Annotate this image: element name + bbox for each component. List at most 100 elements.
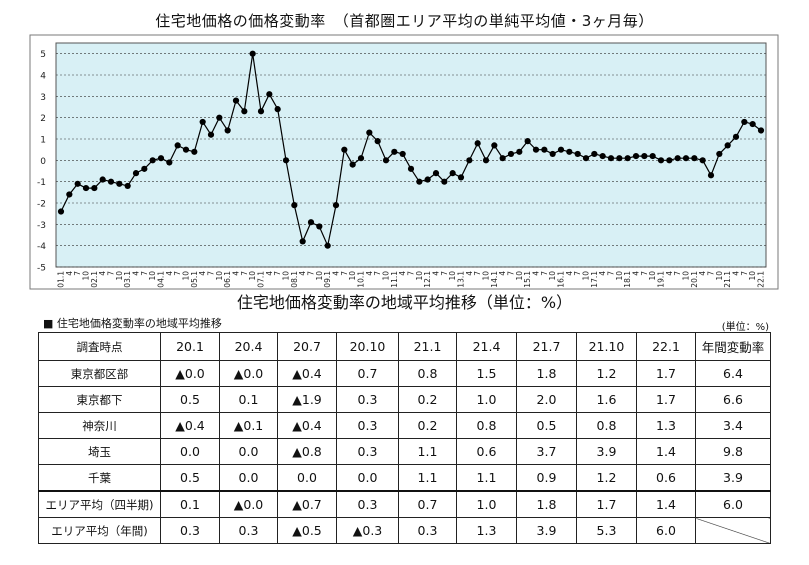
table-header-row: 調査時点 20.1 20.4 20.7 20.10 21.1 21.4 21.7 21.10 22… xyxy=(38,332,771,361)
data-point xyxy=(541,146,548,153)
x-tick-label: 7 xyxy=(107,271,116,276)
x-tick-label: 01.1 xyxy=(57,271,66,288)
table-cell: 0.3 xyxy=(219,517,278,544)
data-point xyxy=(307,219,315,226)
y-tick-label: 0 xyxy=(40,157,46,167)
data-point xyxy=(749,120,756,128)
data-point xyxy=(191,148,198,155)
table-cell: ▲0.0 xyxy=(219,360,278,387)
data-point xyxy=(199,118,206,126)
x-tick-label: 7 xyxy=(540,271,549,276)
table-cell: 1.4 xyxy=(636,438,696,465)
x-tick-label: 04.1 xyxy=(157,271,166,288)
data-point xyxy=(232,97,240,104)
x-tick-label: 7 xyxy=(440,271,449,276)
table-cell: ▲0.3 xyxy=(336,517,399,544)
data-point xyxy=(599,152,606,160)
table-cell: 0.3 xyxy=(336,438,399,465)
x-tick-label: 4 xyxy=(465,271,474,276)
table-cell: 0.0 xyxy=(219,464,278,492)
table-cell: 1.5 xyxy=(456,360,517,387)
data-point xyxy=(549,150,556,158)
table-cell: 0.2 xyxy=(398,412,457,439)
data-point xyxy=(499,155,506,162)
table-title: 住宅地価格変動率の地域平均推移（単位：%） xyxy=(236,293,573,312)
data-point xyxy=(682,155,690,162)
x-tick-label: 4 xyxy=(398,271,407,276)
x-tick-label: 4 xyxy=(632,271,641,276)
table-cell: 0.5 xyxy=(516,412,577,439)
data-point xyxy=(482,157,490,164)
x-tick-label: 4 xyxy=(165,271,174,276)
x-tick-label: 20.1 xyxy=(690,271,699,288)
data-point xyxy=(82,184,90,192)
data-point xyxy=(182,146,190,153)
x-tick-label: 4 xyxy=(332,271,341,276)
table-cell: ▲0.1 xyxy=(219,412,278,439)
table-cell: 1.1 xyxy=(398,464,457,492)
x-tick-label: 7 xyxy=(140,271,149,276)
data-point xyxy=(249,50,256,57)
x-tick-label: 7 xyxy=(507,271,516,276)
table-cell: 0.7 xyxy=(398,490,457,518)
data-point xyxy=(391,148,398,155)
x-tick-label: 10 xyxy=(448,271,457,281)
row-label: 埼玉 xyxy=(38,438,161,465)
row-label: 東京都区部 xyxy=(38,360,161,387)
table-cell: ▲0.7 xyxy=(277,490,337,518)
x-tick-label: 4 xyxy=(665,271,674,276)
x-tick-label: 21.1 xyxy=(723,271,732,288)
x-tick-label: 4 xyxy=(732,271,741,276)
row-label: 神奈川 xyxy=(38,412,161,439)
table-cell: 1.7 xyxy=(636,360,696,387)
x-tick-label: 7 xyxy=(240,271,249,276)
data-point xyxy=(282,157,290,164)
data-point xyxy=(449,170,456,177)
x-tick-label: 14.1 xyxy=(490,271,499,288)
row-label: エリア平均（四半期) xyxy=(38,490,161,518)
x-tick-label: 18.1 xyxy=(623,271,632,288)
table-cell: ▲0.0 xyxy=(160,360,220,387)
x-tick-label: 10 xyxy=(515,271,524,281)
data-point xyxy=(99,176,106,183)
data-point xyxy=(141,165,148,172)
table-cell xyxy=(695,517,771,544)
data-point xyxy=(399,150,406,158)
data-point xyxy=(716,150,723,158)
y-tick-label: -5 xyxy=(37,264,46,274)
table-cell: 0.3 xyxy=(336,490,399,518)
unit-label: (単位：%) xyxy=(721,322,769,333)
data-point xyxy=(516,148,523,155)
table-cell: 0.0 xyxy=(336,464,399,492)
x-tick-label: 7 xyxy=(707,271,716,276)
table-header-cell: 20.4 xyxy=(219,332,278,361)
x-tick-label: 10 xyxy=(248,271,257,281)
table-row: エリア平均（四半期) 0.1 ▲0.0 ▲0.7 0.3 0.7 1.0 1.8 1.7 1.4 6… xyxy=(38,490,771,518)
x-tick-label: 4 xyxy=(698,271,707,276)
x-tick-label: 4 xyxy=(598,271,607,276)
x-tick-label: 7 xyxy=(207,271,216,276)
y-tick-label: 2 xyxy=(40,114,46,124)
y-tick-label: -1 xyxy=(37,178,46,188)
x-tick-label: 4 xyxy=(565,271,574,276)
table-header-cell: 21.7 xyxy=(516,332,577,361)
data-point xyxy=(257,108,265,115)
table-header-cell: 21.1 xyxy=(398,332,457,361)
x-tick-label: 15.1 xyxy=(523,271,532,288)
table-cell: 0.3 xyxy=(160,517,220,544)
table-cell: 6.0 xyxy=(695,490,771,518)
table-header-cell: 21.10 xyxy=(576,332,637,361)
x-tick-label: 4 xyxy=(65,271,74,276)
x-tick-label: 4 xyxy=(265,271,274,276)
x-tick-label: 4 xyxy=(198,271,207,276)
plot-area xyxy=(55,42,767,268)
table-cell: 0.6 xyxy=(636,464,696,492)
x-tick-label: 08.1 xyxy=(290,271,299,288)
x-tick-label: 10 xyxy=(582,271,591,281)
table-header-cell: 年間変動率 xyxy=(695,332,771,361)
table-cell: 1.2 xyxy=(576,360,637,387)
table-cell: ▲0.8 xyxy=(277,438,337,465)
table-cell: 0.1 xyxy=(219,386,278,413)
table-cell: ▲0.5 xyxy=(277,517,337,544)
